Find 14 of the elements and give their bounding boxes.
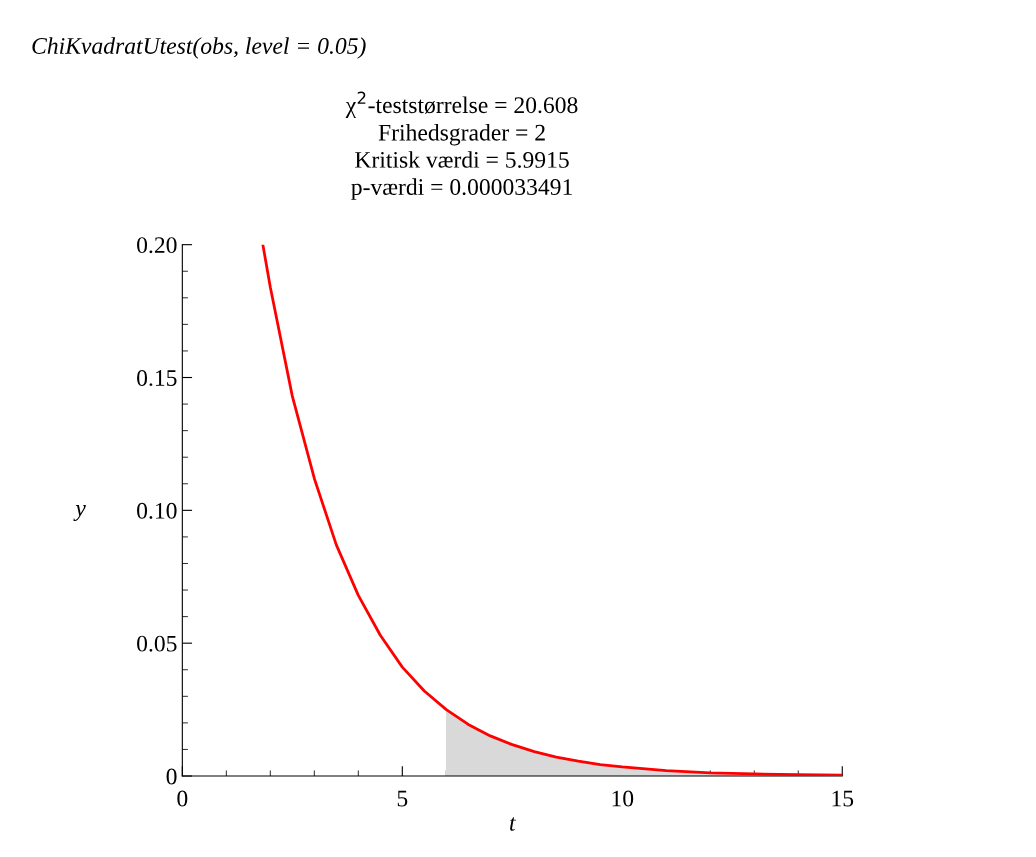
line-series xyxy=(261,244,843,777)
y-tick-label: 0.10 xyxy=(137,502,177,519)
x-tick-label: 0 xyxy=(177,790,188,807)
y-tick-label: 0 xyxy=(166,768,177,785)
x-tick-label: 5 xyxy=(397,790,408,807)
y-tick-label: 0.05 xyxy=(137,635,177,652)
x-tick-label: 10 xyxy=(612,790,634,807)
x-tick-label: 15 xyxy=(832,790,854,807)
y-axis-title: y xyxy=(73,505,86,522)
chart-title: ChiKvadratUtest(obs, level = 0.05) xyxy=(32,37,366,59)
x-axis-title: t xyxy=(510,817,517,831)
y-tick-label: 0.20 xyxy=(137,237,177,254)
chart-subtitle: χ$^{2}$-teststørrelse = 20.608 Frihedsgrader = 2 Kritisk værdi = 5.9915 p-værdi = 0.000033491 xyxy=(345,91,578,200)
y-tick-label: 0.15 xyxy=(137,370,177,387)
